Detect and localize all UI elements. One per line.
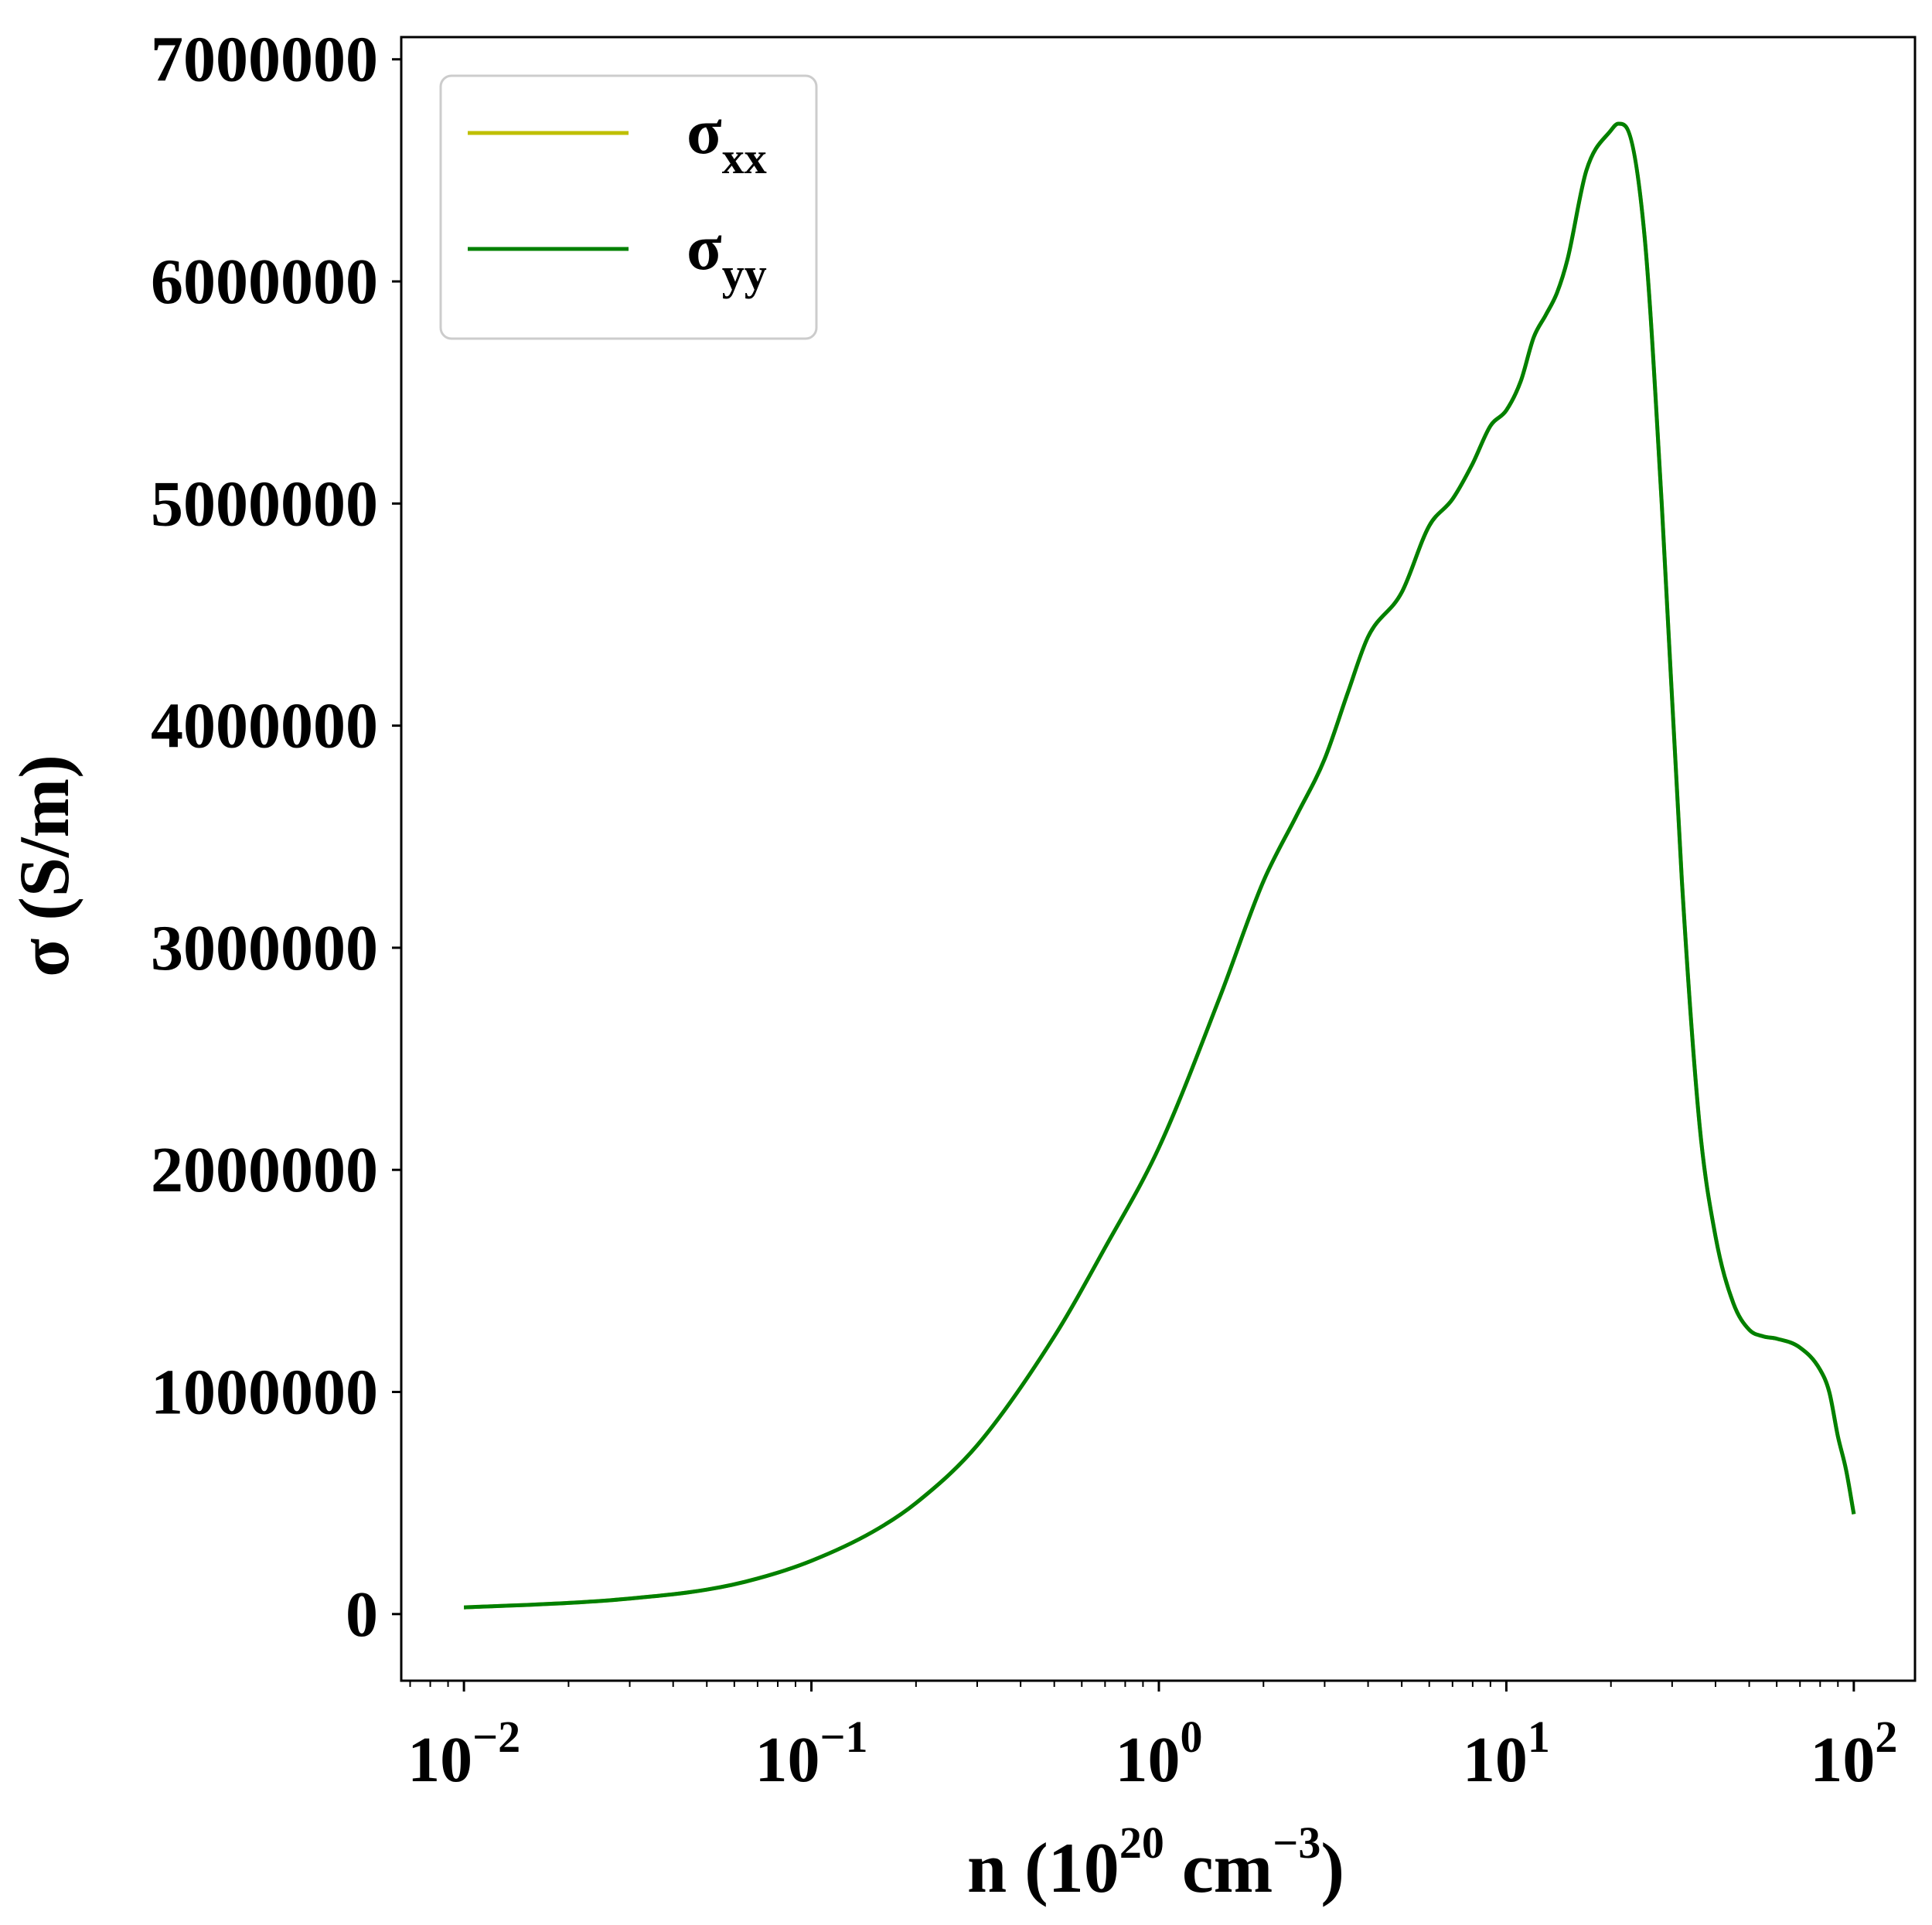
y-axis-label: σ (S/m) xyxy=(5,755,83,977)
x-axis-label-exponent-1: 20 xyxy=(1119,1818,1164,1868)
legend-label-sigma-xx: σxx xyxy=(687,96,767,183)
x-axis-label-base: n (10 xyxy=(967,1828,1119,1907)
legend-label-sigma-yy-symbol: σ xyxy=(687,212,722,284)
x-axis-label-exponent-2: −3 xyxy=(1273,1818,1320,1868)
y-tick-label: 7000000 xyxy=(151,24,378,96)
legend: σxx σyy xyxy=(439,74,818,340)
y-axis-ticks: 0 1000000 2000000 3000000 4000000 5000000 6000… xyxy=(151,24,401,1651)
x-tick-label: 102 xyxy=(1810,1712,1897,1796)
x-axis-label: n (1020 cm−3) xyxy=(967,1818,1344,1907)
legend-label-sigma-xx-subscript: xx xyxy=(722,133,767,183)
y-tick-label: 1000000 xyxy=(151,1357,378,1429)
x-tick-label-base: 10 xyxy=(1115,1724,1180,1796)
legend-label-sigma-xx-symbol: σ xyxy=(687,96,722,168)
x-tick-label-exponent: −1 xyxy=(820,1712,868,1762)
x-tick-label-base: 10 xyxy=(407,1724,472,1796)
x-tick-label: 10−1 xyxy=(755,1712,868,1796)
y-tick-label: 4000000 xyxy=(151,690,378,762)
series-line-sigma-yy xyxy=(463,121,1856,1610)
y-tick-label: 5000000 xyxy=(151,468,378,540)
x-axis-ticks: 10−2 10−1 100 101 102 xyxy=(407,1681,1897,1796)
x-tick-label-base: 10 xyxy=(1810,1724,1875,1796)
plot-frame xyxy=(400,36,1917,1682)
y-tick-label: 2000000 xyxy=(151,1134,378,1206)
x-tick-label-exponent: 1 xyxy=(1528,1712,1550,1762)
x-tick-label-base: 10 xyxy=(755,1724,820,1796)
x-tick-label-exponent: −2 xyxy=(472,1712,520,1762)
x-axis-label-mid: cm xyxy=(1164,1828,1273,1907)
x-tick-label-exponent: 0 xyxy=(1180,1712,1202,1762)
plot-area xyxy=(463,121,1856,1610)
y-tick-label: 0 xyxy=(346,1579,378,1651)
x-tick-label-exponent: 2 xyxy=(1875,1712,1897,1762)
legend-frame xyxy=(439,74,818,340)
x-tick-label: 10−2 xyxy=(407,1712,520,1796)
x-tick-label: 100 xyxy=(1115,1712,1202,1796)
y-tick-label: 6000000 xyxy=(151,246,378,318)
x-tick-label-base: 10 xyxy=(1463,1724,1528,1796)
x-tick-label: 101 xyxy=(1463,1712,1550,1796)
legend-label-sigma-yy-subscript: yy xyxy=(722,249,767,299)
x-axis-label-end: ) xyxy=(1320,1828,1344,1907)
y-tick-label: 3000000 xyxy=(151,912,378,984)
series-line-sigma-xx xyxy=(463,121,1856,1610)
legend-label-sigma-yy: σyy xyxy=(687,212,767,299)
